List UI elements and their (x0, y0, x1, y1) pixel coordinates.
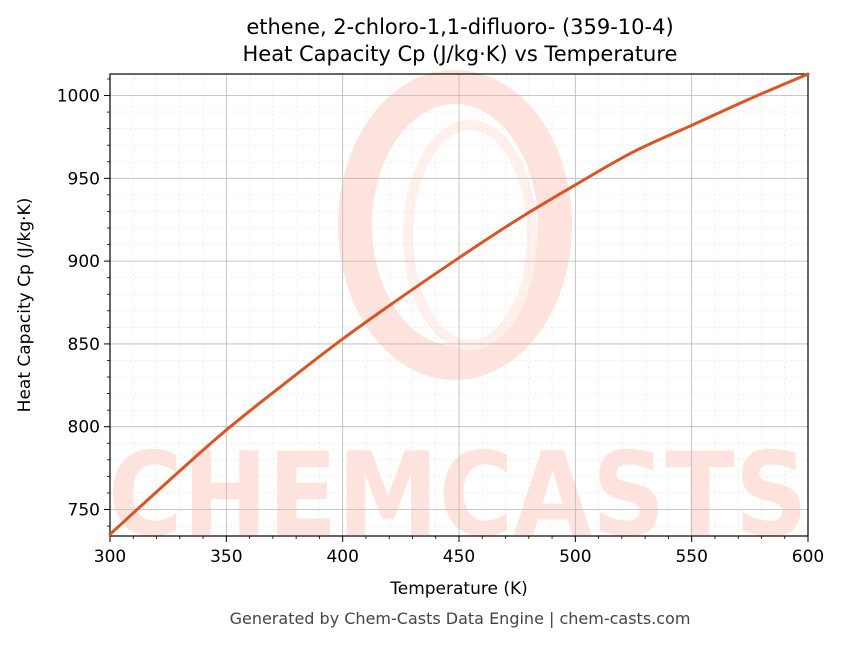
x-tick-label: 350 (210, 547, 242, 567)
y-tick-label: 750 (68, 501, 100, 521)
footer-credit: Generated by Chem-Casts Data Engine | ch… (230, 609, 691, 628)
chart-title-line1: ethene, 2-chloro-1,1-difluoro- (359-10-4… (246, 15, 673, 39)
y-axis-label: Heat Capacity Cp (J/kg·K) (15, 198, 35, 413)
watermark-text: CHEMCASTS (108, 428, 808, 563)
x-tick-label: 400 (326, 547, 358, 567)
watermark-swirl-logo (338, 70, 572, 380)
y-tick-label: 850 (68, 335, 100, 355)
x-tick-label: 300 (94, 547, 126, 567)
x-tick-label: 450 (443, 547, 475, 567)
series-line-heat-capacity (108, 72, 810, 536)
y-tick-label: 800 (68, 418, 100, 438)
y-tick-label: 900 (68, 252, 100, 272)
x-tick-label: 600 (792, 547, 824, 567)
watermark: CHEMCASTS (108, 70, 808, 563)
x-axis-label: Temperature (K) (389, 579, 528, 599)
x-axis-ticks: 300 350 400 450 500 550 600 (94, 536, 824, 567)
x-tick-label: 550 (675, 547, 707, 567)
y-tick-label: 950 (68, 169, 100, 189)
series-layer (108, 72, 810, 536)
y-axis-ticks: 750 800 850 900 950 1000 (57, 78, 110, 527)
y-tick-label: 1000 (57, 87, 100, 107)
chart-title-line2: Heat Capacity Cp (J/kg·K) vs Temperature (243, 42, 678, 66)
x-tick-label: 500 (559, 547, 591, 567)
